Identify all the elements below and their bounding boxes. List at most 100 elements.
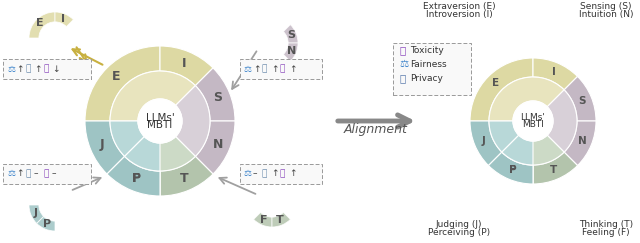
FancyBboxPatch shape [240, 164, 322, 184]
Wedge shape [85, 46, 160, 121]
Text: ↑: ↑ [16, 170, 24, 179]
Wedge shape [502, 135, 564, 165]
Text: S: S [579, 95, 586, 105]
Wedge shape [29, 205, 44, 223]
Text: P: P [43, 219, 51, 229]
Text: ⚖: ⚖ [7, 64, 15, 73]
Text: ⚖: ⚖ [7, 170, 15, 179]
Text: Privacy: Privacy [410, 74, 443, 83]
Text: ↑: ↑ [271, 64, 278, 73]
Text: S: S [287, 30, 296, 40]
FancyBboxPatch shape [240, 59, 322, 79]
Text: Fairness: Fairness [410, 60, 447, 69]
Text: E: E [36, 18, 44, 28]
Wedge shape [160, 46, 213, 86]
Wedge shape [284, 25, 298, 43]
Text: 👿: 👿 [280, 64, 285, 73]
Wedge shape [564, 121, 596, 165]
Wedge shape [272, 212, 291, 227]
Text: T: T [180, 172, 188, 185]
Wedge shape [488, 152, 533, 184]
Text: ↓: ↓ [52, 64, 60, 73]
Text: –: – [253, 170, 257, 179]
Text: Toxicity: Toxicity [410, 46, 444, 55]
Text: E: E [111, 70, 120, 83]
Text: ↑: ↑ [34, 64, 42, 73]
Wedge shape [489, 77, 564, 121]
Text: 👿: 👿 [43, 64, 49, 73]
Wedge shape [489, 121, 519, 152]
Text: 🔒: 🔒 [262, 64, 268, 73]
Wedge shape [29, 12, 55, 38]
Text: ↑: ↑ [289, 64, 296, 73]
Circle shape [138, 99, 182, 143]
Text: J: J [482, 137, 486, 147]
Text: I: I [182, 57, 186, 70]
Text: 🔒: 🔒 [25, 170, 30, 179]
Wedge shape [107, 156, 160, 196]
Wedge shape [284, 43, 298, 61]
FancyBboxPatch shape [3, 59, 91, 79]
Text: P: P [131, 172, 141, 185]
Wedge shape [175, 86, 210, 156]
Text: F: F [509, 165, 516, 175]
Text: ⚖: ⚖ [244, 64, 252, 73]
Wedge shape [195, 121, 235, 174]
Text: ↑: ↑ [253, 64, 260, 73]
Text: Extraversion (E): Extraversion (E) [422, 2, 495, 11]
Wedge shape [125, 137, 160, 171]
FancyBboxPatch shape [3, 164, 91, 184]
Wedge shape [470, 58, 533, 121]
Text: ↑: ↑ [289, 170, 296, 179]
Text: Judging (J): Judging (J) [436, 220, 483, 229]
Text: P: P [509, 165, 516, 175]
Wedge shape [470, 121, 502, 165]
Text: 👿: 👿 [280, 170, 285, 179]
Text: Intuition (N): Intuition (N) [579, 10, 633, 19]
Text: Feeling (F): Feeling (F) [582, 228, 630, 237]
Text: ⚖: ⚖ [399, 59, 408, 69]
Text: ⚖: ⚖ [244, 170, 252, 179]
Text: ↑: ↑ [271, 170, 278, 179]
Text: Introversion (I): Introversion (I) [426, 10, 492, 19]
Text: N: N [287, 46, 296, 56]
Text: MBTI: MBTI [147, 120, 173, 130]
FancyBboxPatch shape [393, 43, 471, 95]
Text: Alignment: Alignment [344, 123, 408, 137]
Text: J: J [33, 208, 38, 218]
Wedge shape [502, 135, 533, 165]
Text: LLMs': LLMs' [146, 113, 174, 123]
Wedge shape [195, 68, 235, 121]
Wedge shape [564, 77, 596, 121]
Text: Perceiving (P): Perceiving (P) [428, 228, 490, 237]
Wedge shape [36, 217, 55, 231]
Wedge shape [110, 121, 145, 156]
Text: N: N [212, 139, 223, 151]
Text: I: I [552, 67, 556, 77]
Wedge shape [85, 121, 125, 174]
Text: T: T [276, 216, 284, 226]
Text: N: N [578, 137, 587, 147]
Text: Thinking (T): Thinking (T) [579, 220, 633, 229]
Wedge shape [488, 152, 533, 184]
Wedge shape [110, 71, 195, 121]
Text: E: E [492, 78, 499, 88]
Text: S: S [213, 91, 222, 104]
Text: Sensing (S): Sensing (S) [580, 2, 632, 11]
Text: 🔒: 🔒 [25, 64, 30, 73]
Text: 👿: 👿 [399, 45, 405, 55]
Text: ↑: ↑ [16, 64, 24, 73]
Wedge shape [533, 152, 577, 184]
Text: –: – [34, 170, 38, 179]
Text: I: I [61, 14, 65, 24]
Text: –: – [52, 170, 56, 179]
Wedge shape [253, 212, 272, 227]
Wedge shape [107, 156, 160, 196]
Wedge shape [125, 137, 195, 171]
Wedge shape [547, 90, 577, 152]
Circle shape [513, 101, 553, 141]
Wedge shape [55, 12, 74, 26]
Text: 🔒: 🔒 [262, 170, 268, 179]
Text: 🔒: 🔒 [399, 73, 405, 83]
Wedge shape [533, 58, 577, 90]
